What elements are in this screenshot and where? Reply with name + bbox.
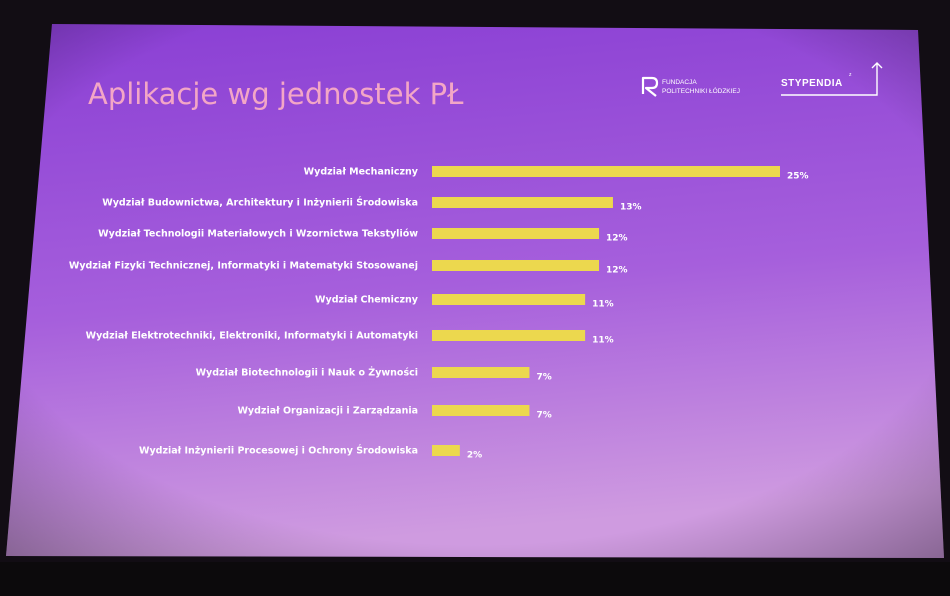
category-label: Wydział Fizyki Technicznej, Informatyki … [69, 261, 418, 272]
stypendia-logo-text: STYPENDIA [781, 78, 843, 89]
category-label: Wydział Inżynierii Procesowej i Ochrony … [139, 445, 418, 457]
fundacja-logo-line1: FUNDACJA [662, 79, 697, 86]
category-label: Wydział Biotechnologii i Nauk o Żywności [196, 368, 418, 379]
fundacja-logo: FUNDACJA POLITECHNIKI ŁÓDZKIEJ [641, 76, 740, 97]
bar [432, 330, 586, 341]
category-label: Wydział Organizacji i Zarządzania [237, 406, 418, 417]
fundacja-logo-line2: POLITECHNIKI ŁÓDZKIEJ [662, 86, 740, 95]
bar-chart: Wydział Mechaniczny 25% Wydział Budownictw… [69, 166, 809, 461]
value-label: 2% [467, 451, 482, 461]
bar [432, 260, 600, 271]
value-label: 11% [592, 336, 614, 346]
slide-title: Aplikacje wg jednostek PŁ [88, 77, 464, 111]
value-label: 7% [536, 373, 551, 383]
slide-vignette [6, 24, 944, 558]
bar [432, 405, 530, 416]
bar [432, 367, 530, 378]
category-label: Wydział Mechaniczny [304, 167, 419, 178]
fundacja-logo-icon [641, 76, 659, 97]
bar [432, 445, 460, 456]
stypendia-logo: STYPENDIA z [781, 62, 883, 96]
value-label: 13% [620, 203, 642, 213]
bar [432, 197, 613, 208]
category-label: Wydział Elektrotechniki, Elektroniki, In… [86, 331, 418, 342]
screen-bezel-bottom [0, 562, 950, 596]
value-label: 7% [536, 411, 551, 421]
bar [432, 228, 600, 239]
category-label: Wydział Budownictwa, Architektury i Inży… [102, 197, 418, 209]
bar [432, 294, 586, 305]
category-label: Wydział Chemiczny [315, 295, 419, 306]
value-label: 11% [592, 300, 614, 310]
stypendia-logo-small: z [849, 72, 852, 78]
value-label: 25% [787, 172, 809, 182]
bar [432, 166, 780, 177]
value-label: 12% [606, 266, 628, 276]
value-label: 12% [606, 234, 628, 244]
stypendia-arrow-icon [781, 62, 883, 96]
category-label: Wydział Technologii Materiałowych i Wzor… [98, 229, 418, 240]
